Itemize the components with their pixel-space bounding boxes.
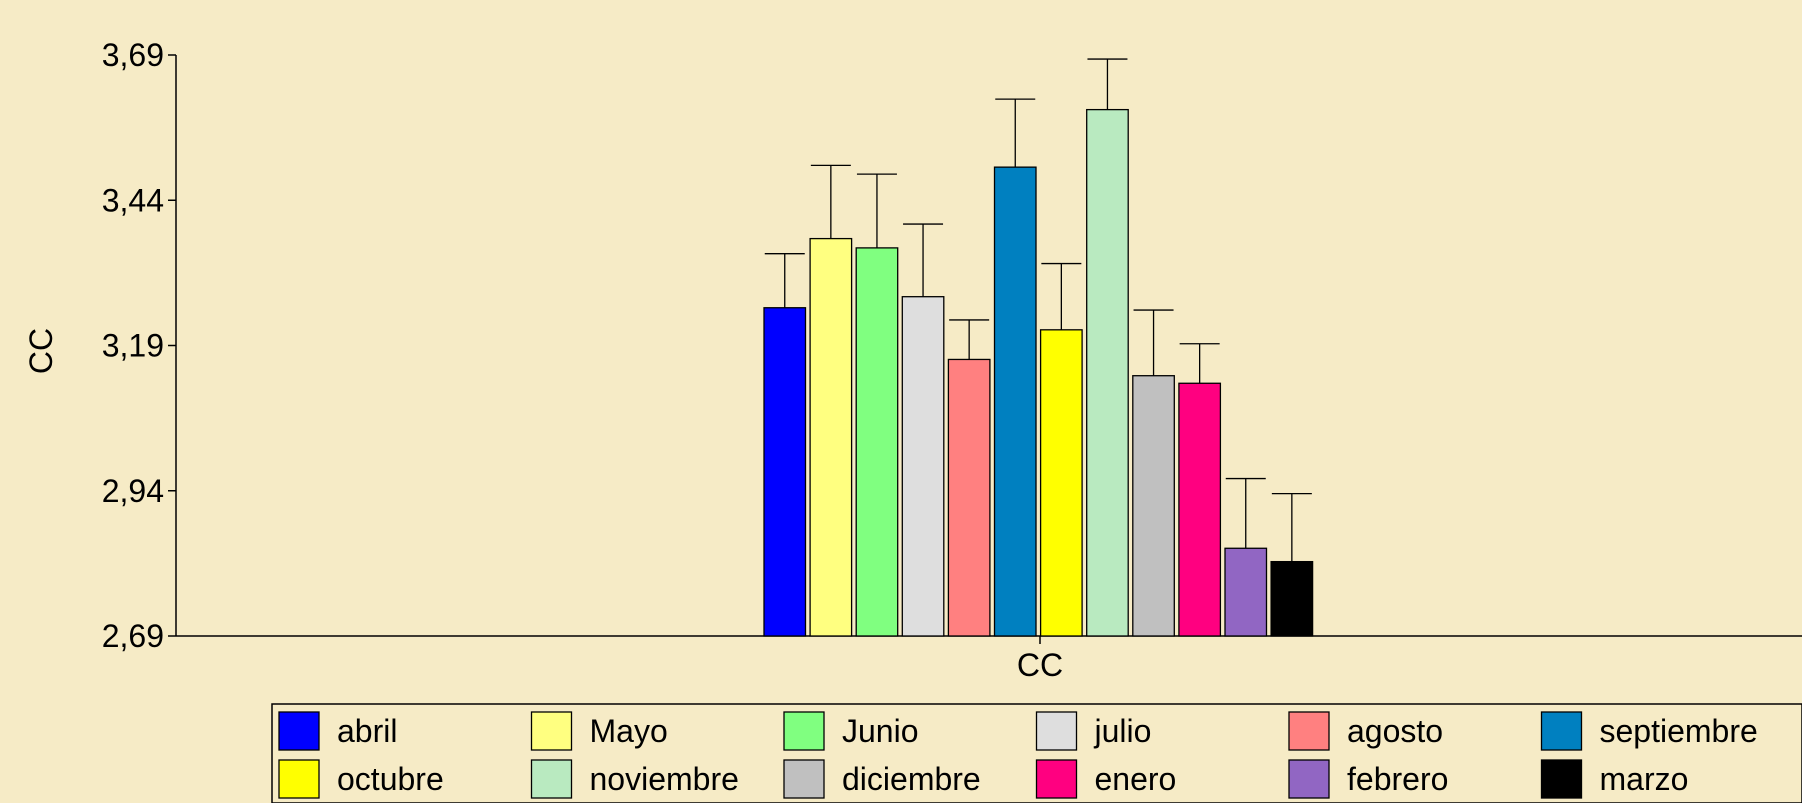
x-axis-label: CC: [1017, 647, 1063, 683]
legend-item-septiembre: septiembre: [1540, 711, 1758, 751]
y-tick-label: 3,44: [102, 182, 164, 218]
legend-item-abril: abril: [278, 711, 397, 751]
error-bar-enero: [1179, 343, 1220, 384]
y-axis: 2,69 2,94 3,19 3,44 3,69: [102, 37, 177, 654]
bar-junio: [855, 247, 899, 637]
legend-swatch: [530, 759, 573, 799]
legend-label: marzo: [1600, 761, 1689, 797]
error-bar-diciembre: [1133, 309, 1174, 376]
legend-label: septiembre: [1600, 713, 1758, 749]
bar-noviembre: [1086, 108, 1129, 637]
legend-swatch: [1540, 759, 1583, 799]
legend-border: [271, 703, 1802, 803]
y-tick-label: 3,69: [102, 37, 164, 73]
legend-item-noviembre: noviembre: [530, 759, 739, 799]
error-bar-septiembre: [995, 98, 1036, 168]
legend-swatch: [783, 711, 825, 751]
error-bar-junio: [856, 173, 897, 248]
legend-label: diciembre: [842, 761, 981, 797]
legend-label: enero: [1095, 761, 1177, 797]
legend: abril Mayo Junio julio agosto septiembre octub…: [271, 703, 1802, 803]
legend-swatch: [1288, 711, 1330, 751]
legend-label: Mayo: [590, 713, 668, 749]
error-bars: [764, 58, 1312, 562]
bar-diciembre: [1132, 375, 1175, 637]
legend-item-agosto: agosto: [1288, 711, 1443, 751]
error-bar-abril: [764, 253, 805, 308]
bar-julio: [901, 296, 945, 637]
bar-febrero: [1224, 547, 1268, 637]
error-bar-mayo: [810, 164, 851, 239]
bar-enero: [1178, 382, 1222, 637]
legend-label: Junio: [842, 713, 919, 749]
legend-swatch: [1540, 711, 1583, 751]
legend-swatch: [783, 759, 825, 799]
bar-octubre: [1039, 329, 1083, 637]
error-bar-febrero: [1225, 477, 1266, 549]
legend-item-junio: Junio: [783, 711, 919, 751]
legend-item-octubre: octubre: [278, 759, 444, 799]
legend-item-julio: julio: [1035, 711, 1152, 751]
legend-item-enero: enero: [1035, 759, 1177, 799]
legend-label: abril: [337, 713, 397, 749]
legend-item-diciembre: diciembre: [783, 759, 981, 799]
legend-swatch: [1035, 711, 1078, 751]
bar-abril: [763, 307, 807, 637]
x-axis: [176, 635, 1802, 644]
legend-label: julio: [1094, 713, 1152, 749]
bar-agosto: [947, 358, 991, 637]
error-bar-marzo: [1271, 493, 1312, 562]
error-bar-octubre: [1041, 262, 1082, 330]
legend-swatch: [530, 711, 573, 751]
legend-label: noviembre: [590, 761, 739, 797]
legend-swatch: [278, 711, 320, 751]
legend-label: febrero: [1347, 761, 1448, 797]
error-bar-noviembre: [1087, 58, 1128, 110]
bar-mayo: [809, 237, 853, 637]
legend-item-marzo: marzo: [1540, 759, 1689, 799]
error-bar-agosto: [949, 319, 990, 360]
legend-item-mayo: Mayo: [530, 711, 668, 751]
legend-label: octubre: [337, 761, 444, 797]
bars: [763, 108, 1314, 637]
bar-septiembre: [993, 166, 1037, 637]
legend-item-febrero: febrero: [1288, 759, 1448, 799]
y-tick-label: 2,94: [102, 473, 164, 509]
legend-swatch: [278, 759, 320, 799]
y-tick-label: 2,69: [102, 618, 164, 654]
y-axis-label: CC: [23, 328, 59, 374]
error-bar-julio: [903, 223, 944, 297]
y-tick-label: 3,19: [102, 328, 164, 364]
legend-swatch: [1035, 759, 1078, 799]
bar-marzo: [1270, 560, 1314, 637]
legend-label: agosto: [1347, 713, 1443, 749]
legend-swatch: [1288, 759, 1330, 799]
